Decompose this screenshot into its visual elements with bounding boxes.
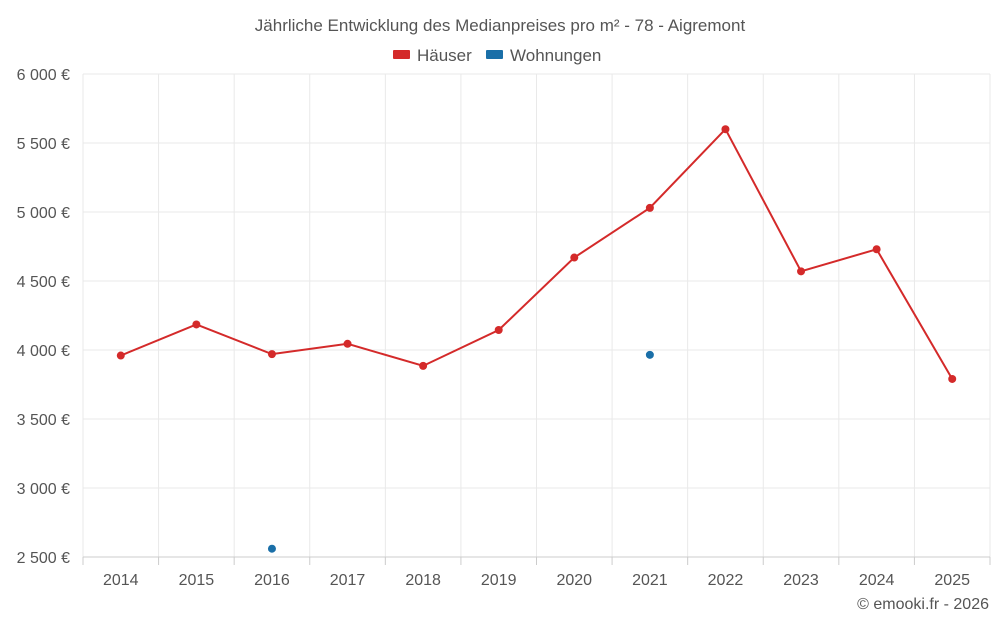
y-tick-label: 3 000 €	[17, 481, 70, 498]
credit: © emooki.fr - 2026	[857, 596, 989, 613]
series	[116, 125, 957, 553]
x-tick-label: 2021	[632, 572, 668, 589]
y-tick-label: 2 500 €	[17, 550, 70, 567]
data-point-haeuser-2020[interactable]	[570, 253, 579, 262]
data-point-wohnungen-2021[interactable]	[645, 350, 654, 359]
x-tick-label: 2019	[481, 572, 517, 589]
legend-swatch-wohnungen	[486, 50, 503, 59]
data-point-haeuser-2023[interactable]	[797, 267, 806, 276]
x-tick-label: 2018	[405, 572, 441, 589]
y-tick-label: 4 000 €	[17, 343, 70, 360]
data-point-haeuser-2019[interactable]	[494, 325, 503, 334]
data-point-haeuser-2018[interactable]	[419, 361, 428, 370]
legend-label-wohnungen: Wohnungen	[510, 46, 601, 65]
x-tick-label: 2022	[708, 572, 744, 589]
legend: Häuser Wohnungen	[393, 46, 601, 65]
x-tick-label: 2015	[179, 572, 215, 589]
data-point-haeuser-2024[interactable]	[872, 245, 881, 254]
x-tick-label: 2020	[556, 572, 592, 589]
x-axis: 2014 2015 2016 2017 2018 2019 2020 2021 2022 2023…	[82, 556, 991, 589]
data-point-haeuser-2025[interactable]	[948, 374, 957, 383]
data-point-wohnungen-2016[interactable]	[267, 544, 276, 553]
y-axis: 2 500 € 3 000 € 3 500 € 4 000 € 4 500 € 5 000…	[17, 67, 70, 567]
x-tick-label: 2016	[254, 572, 290, 589]
data-point-haeuser-2014[interactable]	[116, 351, 125, 360]
x-tick-label: 2017	[330, 572, 366, 589]
series-line-haeuser	[120, 127, 954, 380]
legend-swatch-haeuser	[393, 50, 410, 59]
y-tick-label: 5 500 €	[17, 136, 70, 153]
data-point-haeuser-2017[interactable]	[343, 339, 352, 348]
y-tick-label: 6 000 €	[17, 67, 70, 84]
x-tick-label: 2014	[103, 572, 139, 589]
grid	[82, 73, 991, 558]
data-point-haeuser-2015[interactable]	[192, 320, 201, 329]
data-point-haeuser-2016[interactable]	[267, 350, 276, 359]
y-tick-label: 5 000 €	[17, 205, 70, 222]
legend-item-haeuser[interactable]: Häuser	[393, 46, 472, 65]
chart-title: Jährliche Entwicklung des Medianpreises …	[255, 16, 746, 35]
x-tick-label: 2023	[783, 572, 819, 589]
data-point-haeuser-2021[interactable]	[645, 203, 654, 212]
data-point-haeuser-2022[interactable]	[721, 125, 730, 134]
legend-item-wohnungen[interactable]: Wohnungen	[486, 46, 601, 65]
x-tick-label: 2024	[859, 572, 895, 589]
legend-label-haeuser: Häuser	[417, 46, 472, 65]
y-tick-label: 4 500 €	[17, 274, 70, 291]
x-tick-label: 2025	[934, 572, 970, 589]
y-tick-label: 3 500 €	[17, 412, 70, 429]
